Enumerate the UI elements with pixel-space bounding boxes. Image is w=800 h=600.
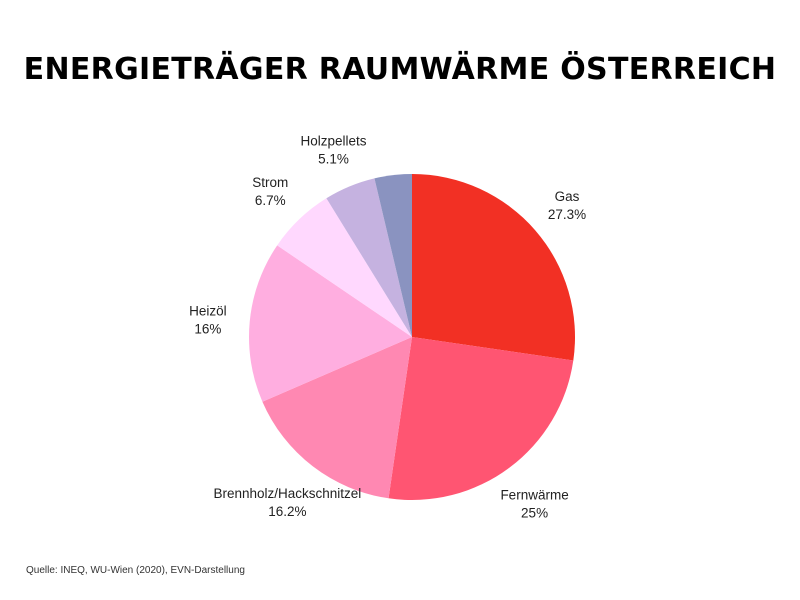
slice-label-strom: Strom (252, 175, 288, 190)
source-note: Quelle: INEQ, WU-Wien (2020), EVN-Darste… (26, 565, 245, 576)
pie-slice-brennholz-hackschnitzel (262, 337, 412, 499)
slice-value-heizoel: 16% (194, 322, 221, 337)
pie-slice-other-6 (374, 174, 412, 337)
pie-slice-heizoel (249, 245, 412, 402)
slice-label-heizoel: Heizöl (189, 304, 227, 319)
slice-label-brennholz-hackschnitzel: Brennholz/Hackschnitzel (213, 486, 361, 501)
slice-value-fernwaerme: 25% (521, 505, 548, 520)
chart-title: ENERGIETRÄGER RAUMWÄRME ÖSTERREICH (23, 52, 777, 87)
slice-value-brennholz-hackschnitzel: 16.2% (268, 504, 306, 519)
slice-value-strom: 6.7% (255, 193, 286, 208)
slice-label-gas: Gas (555, 189, 580, 204)
pie-slices (249, 174, 575, 500)
slice-label-holzpellets: Holzpellets (301, 134, 367, 149)
pie-slice-strom (277, 198, 412, 337)
pie-slice-fernwaerme (388, 337, 574, 500)
slice-value-gas: 27.3% (548, 207, 586, 222)
slice-label-fernwaerme: Fernwärme (500, 487, 568, 502)
slice-value-holzpellets: 5.1% (318, 152, 349, 167)
pie-slice-gas (412, 174, 575, 361)
pie-labels: Gas 27.3% Fernwärme 25% Brennholz/Hackschnit… (189, 134, 586, 521)
pie-slice-holzpellets (326, 178, 412, 337)
